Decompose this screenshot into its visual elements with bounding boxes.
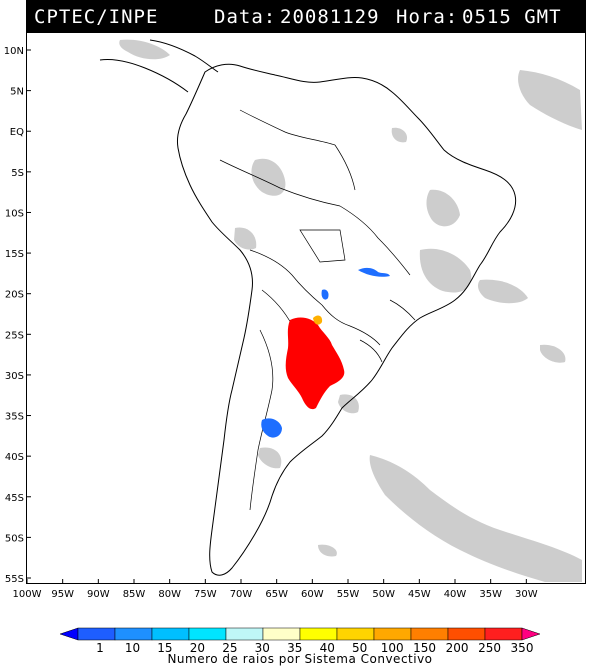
lat-label: 55S [5, 574, 24, 585]
map-background [27, 33, 585, 583]
colorbar-segment [151, 627, 190, 641]
colorbar-segment [262, 627, 301, 641]
lon-label: 80W [158, 589, 181, 600]
source-label: CPTEC/INPE [34, 6, 159, 28]
coastlines [99, 39, 517, 576]
lat-label: 25S [5, 330, 24, 341]
hour-value: 0515 GMT [462, 6, 562, 28]
colorbar-arrow-right [521, 627, 541, 641]
colorbar-segment [225, 627, 264, 641]
lat-label: 5S [11, 168, 24, 179]
colorbar-label: 30 [255, 641, 270, 655]
colorbar: 1 10 15 20 25 30 35 40 50 100 150 200 250 350 [59, 627, 541, 655]
lon-label: 65W [265, 589, 288, 600]
colorbar-label: 1 [96, 641, 104, 655]
lon-label: 55W [337, 589, 360, 600]
colorbar-title: Numero de raios por Sistema Convectivo [167, 652, 433, 666]
latitude-axis: 10N 5N EQ 5S 10S 15S 20S 25S 30S 35S 40S 45S 50S 55S [4, 46, 31, 585]
colorbar-label: 20 [190, 641, 205, 655]
lat-label: 50S [5, 533, 24, 544]
lon-label: 45W [408, 589, 431, 600]
lat-label: 10N [4, 46, 24, 57]
colorbar-label: 40 [320, 641, 335, 655]
colorbar-label: 100 [381, 641, 404, 655]
lon-label: 95W [51, 589, 74, 600]
colorbar-segment [299, 627, 338, 641]
lon-label: 90W [87, 589, 110, 600]
colorbar-segment [114, 627, 153, 641]
colorbar-label: 35 [287, 641, 302, 655]
hour-label: Hora: [396, 6, 459, 28]
lat-label: EQ [10, 127, 24, 138]
lon-label: 50W [372, 589, 395, 600]
colorbar-label: 150 [413, 641, 436, 655]
title-bar: CPTEC/INPE Data: 20081129 Hora: 0515 GMT [26, 0, 586, 32]
colorbar-segment [77, 627, 116, 641]
convective-system-blue-south [261, 418, 282, 438]
colorbar-segment [188, 627, 227, 641]
lat-label: 30S [5, 371, 24, 382]
colorbar-label: 350 [511, 641, 534, 655]
colorbar-label: 200 [446, 641, 469, 655]
map-frame [26, 32, 586, 584]
lon-label: 85W [123, 589, 146, 600]
convective-system-red [285, 317, 345, 410]
colorbar-label: 10 [125, 641, 140, 655]
lon-label: 35W [479, 589, 502, 600]
colorbar-label: 250 [478, 641, 501, 655]
convective-system-blue-north [321, 289, 329, 300]
lat-label: 15S [5, 249, 24, 260]
date-label: Data: [214, 6, 277, 28]
lon-label: 70W [230, 589, 253, 600]
lon-label: 40W [444, 589, 467, 600]
colorbar-label: 50 [352, 641, 367, 655]
colorbar-segment [410, 627, 449, 641]
lat-label: 10S [5, 208, 24, 219]
cloud-cover [119, 39, 582, 582]
lat-label: 35S [5, 412, 24, 423]
longitude-axis: 100W 95W 90W 85W 80W 75W 70W 65W 60W 55W 50W 45W 40W… [13, 579, 538, 600]
date-value: 20081129 [280, 6, 380, 28]
colorbar-segment [336, 627, 375, 641]
convective-system-blue-east [358, 267, 390, 277]
lon-label: 60W [301, 589, 324, 600]
lat-label: 45S [5, 493, 24, 504]
convective-system-orange [313, 315, 323, 325]
lon-label: 100W [13, 589, 42, 600]
lat-label: 5N [10, 87, 24, 98]
colorbar-segment [373, 627, 412, 641]
lat-label: 40S [5, 452, 24, 463]
colorbar-segment [447, 627, 486, 641]
lon-label: 75W [194, 589, 217, 600]
convective-systems [261, 267, 390, 438]
colorbar-arrow-left [59, 627, 79, 641]
colorbar-label: 25 [222, 641, 237, 655]
colorbar-segment [484, 627, 523, 641]
colorbar-label: 15 [157, 641, 172, 655]
lat-label: 20S [5, 290, 24, 301]
lon-label: 30W [515, 589, 538, 600]
